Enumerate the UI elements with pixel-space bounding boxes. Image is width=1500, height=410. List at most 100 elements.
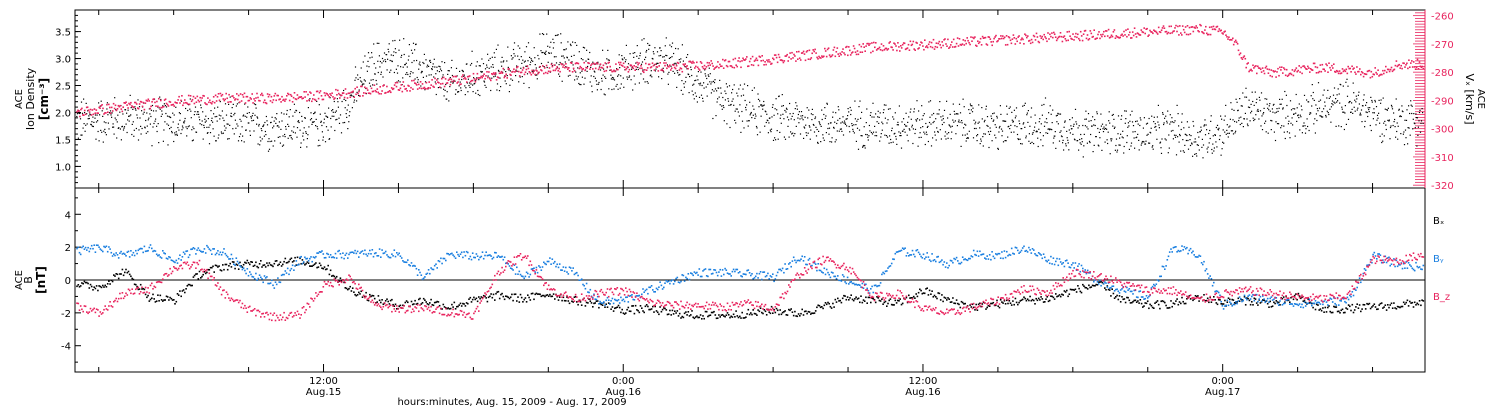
- data-point-vx: [373, 84, 376, 86]
- data-point-vx: [838, 55, 840, 57]
- data-point-ion-density: [259, 144, 261, 146]
- data-point-ion-density: [293, 103, 295, 105]
- data-point-ion-density: [1316, 108, 1318, 110]
- data-point-vx: [1000, 35, 1002, 37]
- data-point-ion-density: [1418, 120, 1420, 122]
- data-point-ion-density: [608, 59, 610, 61]
- data-point-ion-density: [469, 86, 471, 88]
- data-point-vx: [595, 62, 598, 64]
- data-point-bx: [785, 314, 788, 316]
- data-point-vx: [1258, 67, 1261, 69]
- data-point-ion-density: [579, 83, 581, 86]
- data-point-vx: [645, 69, 648, 71]
- data-point-ion-density: [728, 104, 730, 106]
- data-point-ion-density: [395, 68, 397, 70]
- data-point-ion-density: [1312, 98, 1314, 100]
- data-point-bx: [607, 302, 610, 304]
- data-point-bx: [1026, 298, 1029, 300]
- data-point-bx: [162, 300, 164, 302]
- data-point-ion-density: [664, 45, 666, 47]
- data-point-bx: [952, 297, 954, 299]
- data-point-ion-density: [935, 139, 937, 141]
- data-point-vx: [434, 77, 436, 80]
- data-point-ion-density: [703, 82, 705, 84]
- data-point-bx: [912, 295, 915, 298]
- data-point-ion-density: [450, 81, 452, 83]
- data-point-ion-density: [1393, 121, 1395, 123]
- data-point-bx: [351, 287, 354, 289]
- data-point-ion-density: [475, 65, 477, 67]
- data-point-bx: [974, 309, 976, 311]
- data-point-ion-density: [443, 95, 445, 97]
- data-point-vx: [324, 94, 327, 97]
- data-point-ion-density: [911, 124, 913, 126]
- data-point-ion-density: [591, 85, 593, 87]
- data-point-ion-density: [843, 122, 845, 124]
- data-point-vx: [801, 52, 804, 54]
- data-point-ion-density: [1034, 126, 1036, 128]
- data-point-ion-density: [664, 59, 666, 61]
- data-point-vx: [977, 40, 979, 42]
- data-point-vx: [1126, 35, 1128, 38]
- data-point-ion-density: [643, 38, 645, 40]
- data-point-ion-density: [1283, 125, 1285, 127]
- data-point-ion-density: [409, 73, 411, 75]
- data-point-ion-density: [1276, 123, 1279, 125]
- data-point-bx: [135, 283, 137, 286]
- data-point-vx: [239, 93, 242, 95]
- data-point-bx: [136, 285, 138, 288]
- data-point-ion-density: [772, 139, 775, 141]
- data-point-vx: [902, 42, 905, 44]
- data-point-ion-density: [403, 53, 405, 56]
- data-point-ion-density: [320, 120, 322, 122]
- data-point-vx: [221, 93, 224, 96]
- data-point-bx: [224, 263, 227, 266]
- data-point-ion-density: [1134, 147, 1136, 149]
- data-point-vx: [1190, 26, 1193, 28]
- data-point-vx: [959, 43, 962, 46]
- data-point-ion-density: [758, 106, 760, 108]
- data-point-ion-density: [447, 73, 449, 75]
- data-point-ion-density: [1202, 157, 1204, 159]
- data-point-ion-density: [634, 52, 636, 54]
- data-point-ion-density: [1103, 126, 1105, 128]
- data-point-ion-density: [1057, 123, 1059, 125]
- data-point-ion-density: [1343, 128, 1345, 131]
- data-point-ion-density: [285, 128, 287, 130]
- data-point-ion-density: [657, 62, 659, 64]
- data-point-vx: [957, 45, 960, 47]
- data-point-vx: [954, 45, 957, 48]
- data-point-ion-density: [951, 131, 953, 133]
- data-point-bx: [147, 294, 149, 297]
- data-point-bx: [652, 305, 654, 308]
- data-point-vx: [328, 96, 330, 98]
- data-point-ion-density: [349, 94, 351, 96]
- data-point-vx: [148, 100, 150, 102]
- data-point-ion-density: [735, 108, 737, 110]
- data-point-vx: [1381, 73, 1383, 76]
- data-point-ion-density: [1154, 123, 1156, 125]
- data-point-ion-density: [676, 70, 678, 72]
- data-point-ion-density: [518, 58, 520, 61]
- data-point-ion-density: [161, 110, 163, 112]
- data-point-vx: [1150, 31, 1152, 33]
- data-point-vx: [1240, 57, 1243, 59]
- data-point-ion-density: [1279, 103, 1281, 105]
- data-point-ion-density: [110, 114, 112, 116]
- data-point-ion-density: [487, 75, 489, 77]
- data-point-vx: [184, 99, 186, 101]
- data-point-ion-density: [893, 133, 895, 135]
- data-point-bx: [333, 275, 336, 278]
- data-point-vx: [284, 100, 286, 102]
- data-point-vx: [733, 66, 736, 69]
- data-point-ion-density: [126, 112, 128, 114]
- data-point-bx: [404, 301, 407, 304]
- data-point-bx: [386, 298, 388, 300]
- data-point-ion-density: [995, 137, 997, 139]
- data-point-vx: [561, 63, 563, 66]
- data-point-bx: [494, 299, 496, 301]
- data-point-ion-density: [1139, 117, 1141, 119]
- data-point-ion-density: [459, 81, 461, 83]
- data-point-ion-density: [419, 64, 421, 66]
- data-point-ion-density: [497, 69, 500, 71]
